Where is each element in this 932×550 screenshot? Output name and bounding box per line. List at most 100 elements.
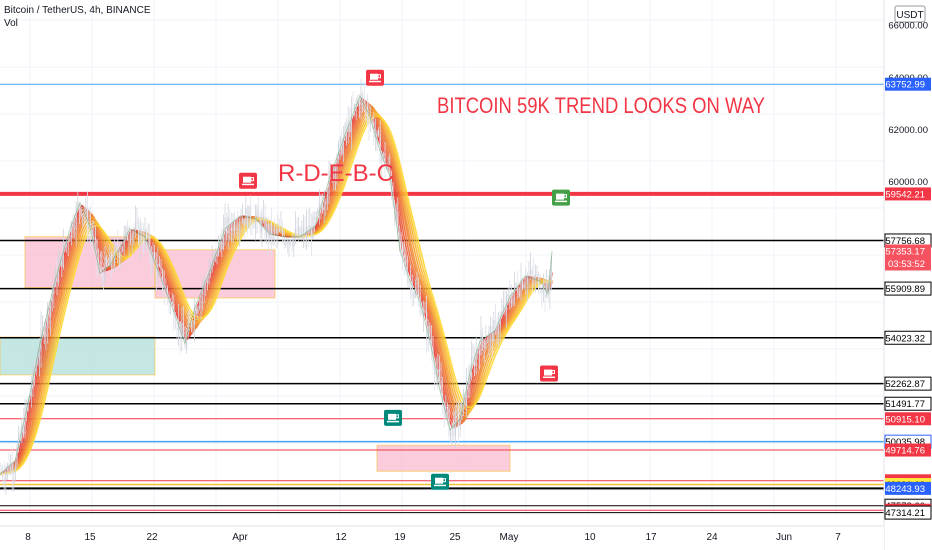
price-label[interactable]: 55909.89	[884, 281, 932, 296]
price-label[interactable]: 63752.99	[885, 77, 931, 91]
candle-body	[365, 104, 367, 107]
candle-body	[349, 120, 351, 133]
price-label[interactable]: 50915.10	[885, 412, 931, 426]
candle-body	[334, 168, 336, 174]
candle-body	[323, 204, 325, 211]
volume-label[interactable]: Vol	[4, 18, 18, 29]
x-tick-label: May	[500, 532, 519, 543]
candle-body	[67, 240, 69, 242]
price-label-box	[885, 412, 931, 426]
candle-body	[35, 363, 37, 371]
candle-body	[110, 254, 112, 266]
price-label[interactable]: 51491.77	[884, 396, 932, 411]
cup-marker-icon[interactable]	[431, 473, 449, 490]
candle-body	[358, 100, 360, 107]
candle-body	[158, 264, 160, 266]
price-label[interactable]: 57756.68	[884, 233, 932, 248]
candle-body	[26, 407, 28, 409]
candle-body	[154, 251, 156, 260]
candle-body	[451, 422, 453, 429]
candle-body	[45, 326, 47, 338]
cup-saucer	[242, 183, 254, 186]
price-label-text: 50915.10	[885, 414, 925, 425]
currency-badge[interactable]: USDT	[894, 5, 926, 23]
candle-body	[112, 265, 114, 267]
price-label-text: 63752.99	[885, 80, 925, 91]
candle-body	[424, 309, 426, 313]
candle-body	[422, 309, 424, 315]
candle-body	[141, 228, 143, 241]
price-label[interactable]: 49714.76	[885, 443, 931, 457]
price-label[interactable]: 57353.17 03:53:52	[885, 244, 931, 271]
price-label-box	[885, 77, 931, 91]
cup-marker-icon[interactable]	[540, 365, 558, 382]
candle-body	[427, 326, 429, 338]
candle-body	[301, 232, 303, 237]
x-tick-label: Jun	[776, 532, 792, 543]
candle-body	[544, 282, 546, 298]
candle-body	[440, 380, 442, 395]
candle-body	[413, 294, 415, 298]
candle-body	[398, 233, 400, 235]
price-label[interactable]: 47314.21	[884, 505, 932, 520]
cup-marker-icon[interactable]	[239, 172, 257, 189]
candle-body	[530, 270, 532, 276]
candle-body	[128, 239, 130, 241]
price-label[interactable]: 54023.32	[884, 330, 932, 345]
candle-body	[125, 227, 127, 234]
headline-annotation: BITCOIN 59K TREND LOOKS ON WAY	[437, 93, 765, 118]
price-label[interactable]: 48243.93	[885, 481, 931, 495]
candle-body	[152, 251, 154, 263]
candle-body	[59, 255, 61, 265]
price-zone	[0, 336, 156, 376]
price-label-box	[885, 244, 931, 271]
candle-body	[386, 168, 388, 170]
candle-body	[162, 269, 164, 289]
candle-body	[448, 408, 450, 436]
candle-body	[187, 321, 189, 335]
candle-body	[523, 284, 525, 289]
candle-body	[379, 134, 381, 163]
price-label[interactable]: 59542.21	[885, 187, 931, 201]
candle-body	[66, 240, 68, 247]
cup-marker-icon[interactable]	[366, 69, 384, 86]
candle-body	[362, 93, 364, 97]
candle-body	[499, 315, 501, 328]
candle-body	[517, 285, 519, 294]
x-tick-label: 19	[394, 532, 406, 543]
price-label[interactable]: 52262.87	[884, 376, 932, 391]
candle-body	[198, 305, 200, 309]
candle-body	[197, 308, 199, 314]
candle-body	[6, 463, 8, 471]
candle-body	[266, 223, 268, 237]
candle-body	[341, 137, 343, 155]
candle-body	[306, 226, 308, 237]
time-axis-background	[0, 526, 884, 550]
symbol-title[interactable]: Bitcoin / TetherUS, 4h, BINANCE	[4, 5, 151, 16]
candle-body	[190, 321, 192, 327]
candle-body	[394, 204, 396, 222]
candle-body	[218, 241, 220, 257]
candle-body	[16, 447, 18, 467]
candle-body	[381, 156, 383, 163]
candle-body	[214, 249, 216, 255]
candle-body	[355, 104, 357, 106]
candle-body	[150, 253, 152, 263]
cup-marker-icon[interactable]	[384, 409, 402, 426]
candle-body	[290, 240, 292, 245]
currency-box	[894, 5, 926, 23]
cup-saucer	[555, 200, 567, 203]
candle-body	[221, 242, 223, 250]
currency-label: USDT	[896, 10, 923, 21]
candle-body	[382, 153, 384, 157]
candle-body	[378, 130, 380, 135]
ema-ribbon-line	[0, 113, 553, 475]
cup-marker-icon[interactable]	[552, 189, 570, 206]
candle-body	[429, 326, 431, 342]
cup-body	[243, 176, 251, 183]
candle-body	[189, 321, 191, 323]
candle-body	[274, 228, 276, 231]
candle-body	[506, 294, 508, 311]
price-label-text: 51491.77	[885, 399, 925, 410]
